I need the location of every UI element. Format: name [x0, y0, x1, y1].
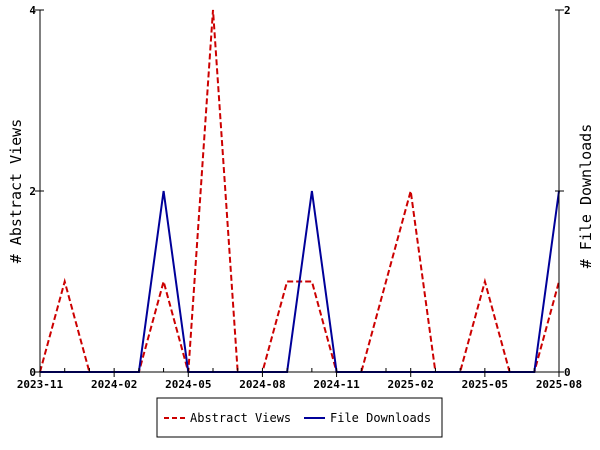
legend: Abstract Views File Downloads — [156, 397, 443, 438]
y-left-tick-label: 0 — [29, 366, 36, 379]
y-axis-left-title: # Abstract Views — [7, 119, 25, 264]
series-line-abstract-views — [39, 9, 560, 373]
x-tick-label: 2024-08 — [239, 378, 285, 391]
x-tick-label: 2025-05 — [462, 378, 508, 391]
x-tick-label: 2025-08 — [536, 378, 582, 391]
x-tick-label: 2023-11 — [17, 378, 64, 391]
legend-label-abstract-views: Abstract Views — [190, 411, 291, 425]
y-left-tick-label: 4 — [29, 4, 36, 17]
y-axis-right-title: # File Downloads — [577, 124, 595, 269]
x-tick-label: 2024-02 — [91, 378, 137, 391]
y-right-tick-label: 2 — [564, 4, 571, 17]
series-line-file-downloads — [40, 190, 560, 373]
series-lines — [39, 9, 560, 373]
x-tick-label: 2025-02 — [388, 378, 434, 391]
y-right-tick-label: 0 — [564, 366, 571, 379]
legend-box — [156, 397, 443, 438]
x-tick-label: 2024-11 — [313, 378, 360, 391]
tick-marks: 2023-11 2024-02 2024-05 2024-08 2024-11 2025-… — [17, 4, 582, 391]
axes — [39, 10, 560, 373]
x-tick-label: 2024-05 — [165, 378, 211, 391]
legend-label-file-downloads: File Downloads — [330, 411, 431, 425]
y-left-tick-label: 2 — [29, 185, 36, 198]
